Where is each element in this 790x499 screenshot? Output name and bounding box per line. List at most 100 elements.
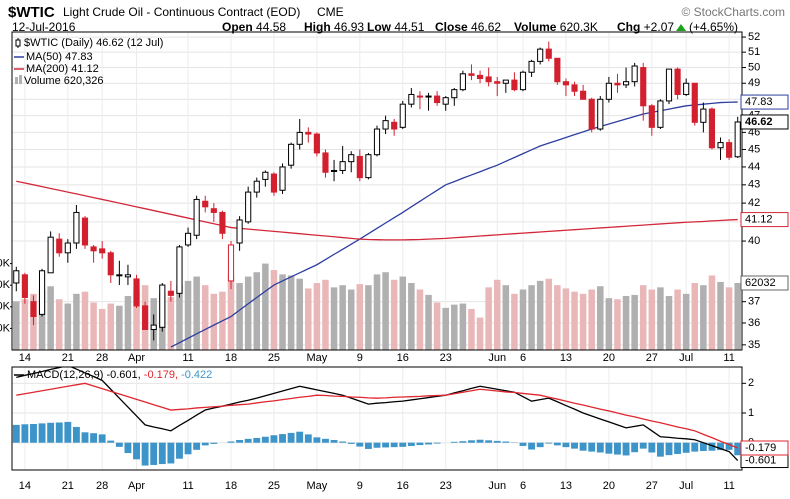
quote-item: Low 44.51: [367, 20, 425, 34]
quote-value: +2.07: [644, 20, 675, 34]
candle-body: [253, 180, 260, 193]
histogram-bar: [605, 442, 613, 454]
volume-bar: [622, 295, 630, 350]
quote-label: Low: [367, 20, 392, 34]
histogram-bar: [261, 436, 269, 443]
histogram-bar: [622, 442, 630, 456]
x-tick-label: 9: [357, 480, 363, 492]
histogram-bar: [313, 437, 321, 443]
candle-body: [339, 161, 346, 171]
candle-body: [571, 84, 578, 92]
volume-bar: [184, 280, 192, 350]
quote-label: Volume: [514, 20, 557, 34]
volume-bar: [536, 280, 544, 350]
volume-bar: [425, 294, 432, 350]
volume-bar: [107, 303, 115, 350]
y-tick-label: 50: [748, 61, 760, 73]
candle-body: [176, 246, 183, 294]
value-box-label: 62032: [745, 277, 776, 289]
change-percent: (+4.65%): [689, 20, 738, 34]
x-tick-label: 28: [96, 352, 108, 364]
candle-body: [399, 103, 406, 128]
histogram-bar: [364, 442, 372, 449]
x-tick-label: 27: [646, 480, 658, 492]
candle-body: [734, 121, 741, 158]
volume-bar: [210, 293, 218, 350]
candle-body: [142, 305, 149, 330]
volume-bar: [270, 270, 278, 350]
quote-item: Open 44.58: [222, 20, 286, 34]
volume-bar: [390, 279, 398, 350]
histogram-bar: [717, 442, 724, 451]
x-tick-label: 21: [62, 480, 74, 492]
histogram-bar: [399, 442, 407, 447]
x-tick-label: 23: [440, 352, 452, 364]
volume-bar: [13, 301, 20, 350]
volume-bar: [682, 293, 690, 350]
y-tick-label: 36: [748, 317, 760, 329]
candle-body: [459, 73, 466, 91]
volume-bar: [262, 263, 269, 350]
volume-bar: [305, 288, 312, 350]
candle-body: [99, 248, 106, 254]
value-box: [740, 440, 789, 456]
x-tick-label: Apr: [128, 352, 145, 364]
volume-bar: [614, 299, 621, 350]
instrument-name: Light Crude Oil - Continuous Contract (E…: [63, 5, 300, 19]
histogram-bar: [184, 442, 192, 455]
histogram-bar: [433, 442, 441, 444]
volume-bar: [588, 289, 595, 350]
volume-bar: [579, 293, 587, 350]
volume-tick-label: 400K: [0, 301, 11, 313]
volume-bar: [176, 285, 183, 350]
histogram-bar: [579, 442, 587, 451]
candle-body: [391, 121, 398, 130]
candle-body: [296, 131, 303, 145]
moving-average-line: [16, 180, 738, 241]
histogram-bar: [674, 442, 682, 454]
candle-body: [545, 48, 552, 59]
up-arrow: [676, 24, 686, 31]
volume-bar: [236, 283, 243, 350]
histogram-bar: [648, 442, 656, 453]
volume-bar: [90, 302, 97, 350]
quote-item: Close 46.62: [435, 20, 501, 34]
x-tick-label: 16: [397, 352, 409, 364]
y-tick-label: 37: [748, 296, 760, 308]
quote-bar: Open 44.58 High 46.93 Low 44.51 Close 46.62…: [222, 20, 674, 34]
volume-bar: [133, 289, 140, 350]
y-tick-label: 51: [748, 46, 760, 58]
volume-bar: [330, 287, 338, 350]
volume-bar: [468, 308, 475, 350]
value-box: [740, 212, 789, 228]
volume-bar: [493, 279, 501, 350]
histogram-bar: [425, 442, 432, 445]
histogram-bar: [390, 442, 398, 448]
x-tick-label: 14: [19, 480, 31, 492]
candles: [13, 41, 741, 341]
histogram-bar: [468, 440, 475, 443]
volume-bar: [21, 299, 29, 350]
histogram-bar: [545, 442, 553, 444]
candle-body: [528, 60, 535, 73]
volume-bars: [13, 263, 741, 350]
histogram-bar: [330, 440, 338, 443]
macd-legend: MACD(12,26,9) -0.601, -0.179, -0.422: [14, 369, 212, 381]
histogram-bar: [133, 442, 140, 460]
candle-body: [622, 81, 630, 86]
histogram-bar: [38, 423, 46, 443]
macd-line: [16, 367, 739, 461]
candle-body: [184, 232, 192, 246]
volume-bar: [725, 287, 733, 350]
candle-body: [605, 82, 612, 100]
quote-label: High: [304, 20, 331, 34]
x-tick-label: 11: [723, 480, 734, 492]
histogram-bar: [287, 432, 295, 443]
price-panel-border: [11, 31, 743, 351]
x-tick-label: 18: [225, 480, 237, 492]
candle-body: [150, 324, 157, 330]
candle-body: [13, 270, 20, 284]
histogram-bar: [596, 442, 604, 453]
candle-body: [554, 57, 561, 83]
value-box-label: 41.12: [745, 213, 773, 225]
